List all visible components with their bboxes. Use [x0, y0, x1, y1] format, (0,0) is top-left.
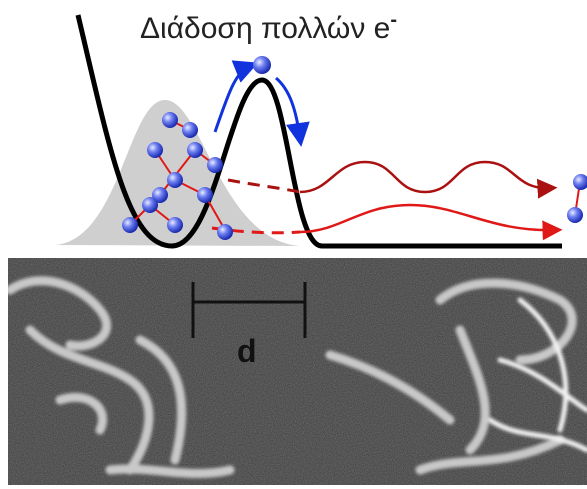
figure: Διάδοση πολλών e-: [0, 0, 587, 489]
potential-diagram: [55, 15, 587, 246]
scale-label: d: [237, 333, 257, 369]
micrograph: [8, 258, 587, 485]
title: Διάδοση πολλών e-: [140, 9, 397, 45]
